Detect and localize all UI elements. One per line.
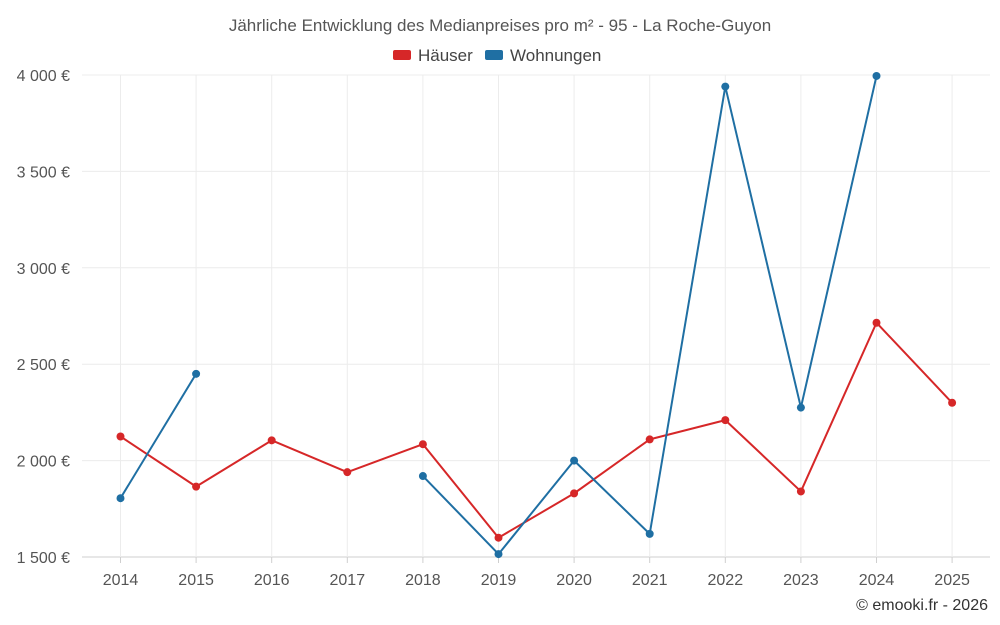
x-tick-label: 2019 [481, 572, 517, 589]
data-point-haeuser[interactable] [494, 533, 503, 542]
y-tick-label: 2 500 € [17, 357, 70, 374]
data-point-haeuser[interactable] [267, 436, 276, 445]
grid [82, 74, 990, 558]
legend[interactable]: Häuser Wohnungen [393, 46, 601, 65]
data-point-wohnungen[interactable] [796, 403, 805, 412]
data-point-haeuser[interactable] [948, 398, 957, 407]
data-point-haeuser[interactable] [116, 432, 125, 441]
data-point-haeuser[interactable] [872, 318, 881, 327]
series-line-wohnungen [119, 373, 197, 499]
chart-title: Jährliche Entwicklung des Medianpreises … [229, 16, 771, 35]
y-tick-label: 3 500 € [17, 164, 70, 181]
x-tick-label: 2014 [103, 572, 139, 589]
data-point-wohnungen[interactable] [192, 369, 201, 378]
data-point-wohnungen[interactable] [116, 494, 125, 503]
y-tick-label: 1 500 € [17, 550, 70, 567]
data-point-wohnungen[interactable] [494, 550, 503, 559]
data-point-wohnungen[interactable] [872, 71, 881, 80]
x-tick-label: 2024 [859, 572, 895, 589]
data-point-wohnungen[interactable] [645, 529, 654, 538]
data-point-haeuser[interactable] [721, 416, 730, 425]
x-tick-label: 2020 [556, 572, 592, 589]
series-line-haeuser [119, 321, 953, 539]
series [116, 71, 957, 559]
x-axis: 2014 2015 2016 2017 2018 2019 2020 2021 2022 2023… [103, 557, 970, 589]
data-point-wohnungen[interactable] [418, 472, 427, 481]
x-tick-label: 2017 [330, 572, 366, 589]
x-tick-label: 2015 [178, 572, 214, 589]
data-point-haeuser[interactable] [343, 468, 352, 477]
data-point-haeuser[interactable] [418, 440, 427, 449]
credit-text: © emooki.fr - 2026 [856, 597, 988, 614]
x-tick-label: 2021 [632, 572, 668, 589]
y-axis: 1 500 € 2 000 € 2 500 € 3 000 € 3 500 € 4 000… [17, 68, 70, 567]
x-tick-label: 2018 [405, 572, 441, 589]
x-tick-label: 2022 [708, 572, 744, 589]
x-tick-label: 2023 [783, 572, 819, 589]
legend-item-haeuser[interactable]: Häuser [393, 46, 473, 65]
x-tick-label: 2016 [254, 572, 290, 589]
legend-item-wohnungen[interactable]: Wohnungen [485, 46, 601, 65]
legend-label-haeuser[interactable]: Häuser [418, 46, 473, 65]
legend-swatch-wohnungen [485, 50, 503, 60]
data-point-wohnungen[interactable] [721, 82, 730, 91]
y-tick-label: 3 000 € [17, 261, 70, 278]
data-point-haeuser[interactable] [192, 482, 201, 491]
x-tick-label: 2025 [934, 572, 970, 589]
legend-swatch-haeuser [393, 50, 411, 60]
data-point-haeuser[interactable] [796, 487, 805, 496]
y-tick-label: 2 000 € [17, 454, 70, 471]
data-point-haeuser[interactable] [570, 489, 579, 498]
y-tick-label: 4 000 € [17, 68, 70, 85]
data-point-wohnungen[interactable] [570, 456, 579, 465]
data-point-haeuser[interactable] [645, 435, 654, 444]
legend-label-wohnungen[interactable]: Wohnungen [510, 46, 601, 65]
